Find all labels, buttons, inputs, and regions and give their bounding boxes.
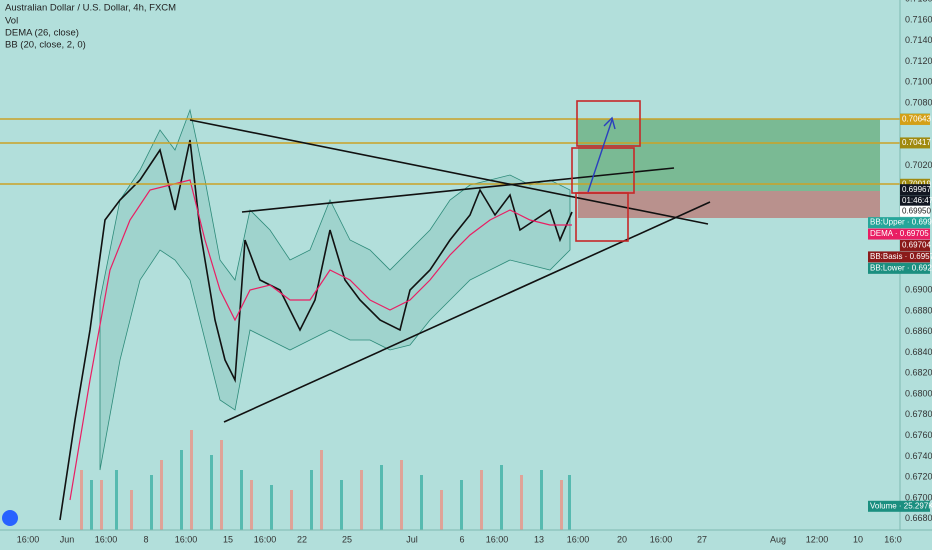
time-label: Jun (60, 534, 75, 544)
time-label: 6 (459, 534, 464, 544)
time-label: 13 (534, 534, 544, 544)
price-tag-text: 0.69967 (902, 185, 931, 194)
price-tag (868, 500, 930, 512)
price-tag (900, 184, 930, 196)
price-tag-text: 01:46:47 (902, 196, 932, 205)
price-tag-text: DEMA · 0.69705 (870, 229, 929, 238)
volume-bars (80, 430, 563, 530)
price-tag (900, 137, 930, 149)
price-tag-text: Volume · 25.297K (870, 501, 932, 510)
time-label: 22 (297, 534, 307, 544)
price-tag-text: BB:Basis · 0.69571 (870, 252, 932, 261)
volume-bars-up (90, 450, 571, 530)
loss-zone (578, 191, 880, 218)
time-label: 8 (143, 534, 148, 544)
price-line (59, 139, 573, 521)
box (576, 100, 641, 147)
price-tag (868, 262, 930, 274)
arrow-head (603, 116, 616, 130)
time-label: Jul (406, 534, 418, 544)
time-label: Aug (770, 534, 786, 544)
time-label: 16:00 (486, 534, 509, 544)
box (575, 192, 629, 242)
time-label: 20 (617, 534, 627, 544)
time-label: 16:0 (884, 534, 902, 544)
price-tag (900, 205, 930, 217)
arrow (587, 119, 613, 193)
time-label: 16:00 (175, 534, 198, 544)
time-label: 15 (223, 534, 233, 544)
price-tag-text: 0.70643 (902, 115, 931, 124)
price-tag (868, 228, 930, 240)
indicator-label: BB (20, close, 2, 0) (5, 40, 86, 51)
bollinger-band (99, 108, 571, 471)
price-tag-text: 0.69704 (902, 241, 931, 250)
time-label: 27 (697, 534, 707, 544)
price-tag-text: BB:Lower · 0.69212 (870, 263, 932, 272)
price-tag (868, 251, 930, 263)
time-label: 12:00 (806, 534, 829, 544)
indicator-label: DEMA (26, close) (5, 28, 79, 39)
dema-line (69, 179, 572, 501)
price-tag-text: BB:Upper · 0.69930 (870, 218, 932, 227)
time-label: 10 (853, 534, 863, 544)
time-label: 16:00 (254, 534, 277, 544)
price-tag (900, 239, 930, 251)
time-label: 16:00 (567, 534, 590, 544)
price-tag-text: 0.70019 (902, 179, 931, 188)
time-label: 16:00 (17, 534, 40, 544)
time-label: 16:00 (95, 534, 118, 544)
logo[interactable] (2, 510, 18, 526)
time-label: 16:00 (650, 534, 673, 544)
profit-zone (578, 119, 880, 191)
trendline (189, 119, 709, 225)
price-tag (900, 195, 930, 207)
price-tag-text: 0.70417 (902, 138, 931, 147)
price-tag (900, 113, 930, 125)
trendline (223, 201, 711, 423)
trendline (241, 167, 675, 213)
symbol-title: Australian Dollar / U.S. Dollar, 4h, FXC… (5, 3, 176, 14)
price-tag (868, 217, 930, 229)
time-label: 25 (342, 534, 352, 544)
price-tag-text: 0.69950 (902, 206, 931, 215)
indicator-label: Vol (5, 16, 18, 27)
price-label: 0.71800 (905, 0, 932, 4)
